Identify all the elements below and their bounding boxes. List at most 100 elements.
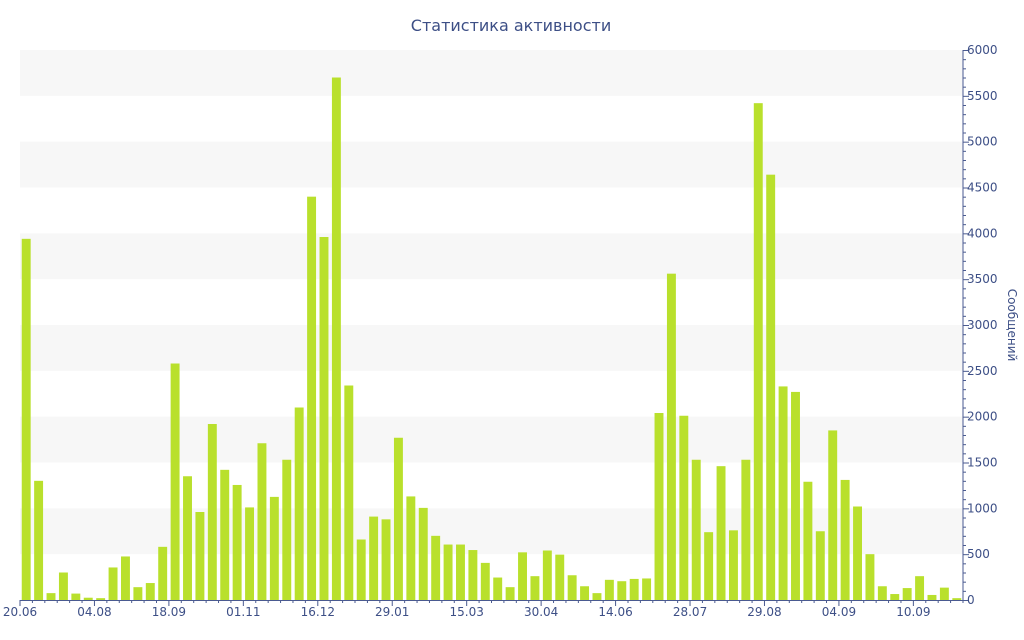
x-tick-label: 20.06 xyxy=(3,605,37,619)
bar[interactable] xyxy=(183,476,192,600)
y-tick-label: 1000 xyxy=(967,501,998,515)
bar[interactable] xyxy=(133,587,143,600)
bar[interactable] xyxy=(679,415,689,600)
x-tick-label: 30.04 xyxy=(524,605,558,619)
bar[interactable] xyxy=(791,391,800,600)
bar[interactable] xyxy=(443,544,453,600)
bar[interactable] xyxy=(282,459,292,600)
bar[interactable] xyxy=(245,507,255,600)
bar[interactable] xyxy=(406,496,416,600)
bar[interactable] xyxy=(840,479,850,600)
bar[interactable] xyxy=(46,593,56,601)
bar[interactable] xyxy=(815,531,825,600)
bar[interactable] xyxy=(294,407,304,601)
bar[interactable] xyxy=(207,424,217,600)
bar[interactable] xyxy=(158,546,168,600)
x-tick-label: 18.09 xyxy=(152,605,186,619)
bar[interactable] xyxy=(666,273,676,600)
bar[interactable] xyxy=(381,519,391,600)
bar[interactable] xyxy=(877,586,887,600)
bar[interactable] xyxy=(927,594,937,600)
bar[interactable] xyxy=(741,459,751,600)
bar[interactable] xyxy=(170,363,180,601)
bar[interactable] xyxy=(530,576,540,600)
bar[interactable] xyxy=(518,552,527,600)
bar[interactable] xyxy=(369,516,379,600)
y-axis-title: Сообщений xyxy=(1005,289,1019,362)
x-axis: 20.06 04.08 18.09 01.11 16.12 29.01 15.03 30.04… xyxy=(3,600,964,619)
bar[interactable] xyxy=(828,430,838,600)
y-tick-label: 3500 xyxy=(967,272,998,286)
bar[interactable] xyxy=(902,588,912,600)
bar[interactable] xyxy=(356,539,366,601)
bar[interactable] xyxy=(629,578,639,600)
bar[interactable] xyxy=(691,459,701,600)
grid-band xyxy=(20,141,963,188)
x-tick-label: 29.01 xyxy=(375,605,409,619)
bar[interactable] xyxy=(195,512,205,600)
bar[interactable] xyxy=(753,103,763,601)
bar[interactable] xyxy=(803,481,813,600)
bar[interactable] xyxy=(716,466,726,600)
bar[interactable] xyxy=(915,576,925,600)
bar[interactable] xyxy=(939,587,949,601)
bar[interactable] xyxy=(393,437,403,600)
bar[interactable] xyxy=(145,583,155,600)
x-tick-label: 01.11 xyxy=(226,605,260,619)
bar[interactable] xyxy=(853,506,862,601)
bar[interactable] xyxy=(778,386,788,600)
bar[interactable] xyxy=(505,587,515,600)
bar[interactable] xyxy=(319,237,329,600)
grid-band xyxy=(20,233,963,280)
bar[interactable] xyxy=(642,578,652,600)
bar[interactable] xyxy=(542,550,552,601)
bar[interactable] xyxy=(83,597,93,600)
bar[interactable] xyxy=(654,413,664,600)
bar[interactable] xyxy=(307,196,317,601)
bar[interactable] xyxy=(704,532,714,600)
x-tick-label: 15.03 xyxy=(450,605,484,619)
bar[interactable] xyxy=(257,443,267,600)
x-tick-label: 10.09 xyxy=(896,605,930,619)
bar[interactable] xyxy=(21,238,31,600)
bar[interactable] xyxy=(344,385,354,601)
bar[interactable] xyxy=(580,586,590,600)
bar[interactable] xyxy=(121,556,130,600)
bar[interactable] xyxy=(108,567,118,600)
bar[interactable] xyxy=(269,496,279,601)
bar[interactable] xyxy=(766,174,776,601)
bar[interactable] xyxy=(96,598,106,600)
y-axis: 0 500 1000 1500 2000 2500 3000 3500 4000 4500 5000… xyxy=(962,43,998,607)
bar[interactable] xyxy=(331,77,341,601)
bar[interactable] xyxy=(567,575,577,600)
grid-band xyxy=(20,325,963,371)
bar[interactable] xyxy=(480,562,490,601)
bar[interactable] xyxy=(232,484,242,600)
grid-band xyxy=(20,50,963,96)
bar[interactable] xyxy=(728,530,738,600)
bar[interactable] xyxy=(71,593,81,600)
bar[interactable] xyxy=(617,581,627,600)
bar[interactable] xyxy=(952,598,962,600)
y-tick-label: 500 xyxy=(967,547,990,561)
y-tick-label: 6000 xyxy=(967,43,998,57)
bar[interactable] xyxy=(890,594,900,600)
x-tick-label: 04.08 xyxy=(77,605,111,619)
grid-bands xyxy=(20,50,963,555)
bar[interactable] xyxy=(58,572,68,601)
y-tick-label: 5500 xyxy=(967,89,998,103)
x-tick-label: 16.12 xyxy=(301,605,335,619)
bar[interactable] xyxy=(865,554,875,600)
bars-group xyxy=(21,77,962,601)
bar[interactable] xyxy=(34,480,44,600)
bar[interactable] xyxy=(456,544,465,600)
bar[interactable] xyxy=(592,593,602,601)
bar[interactable] xyxy=(418,507,428,601)
bar[interactable] xyxy=(468,550,478,600)
bar[interactable] xyxy=(220,469,230,600)
bar[interactable] xyxy=(493,577,503,600)
bar[interactable] xyxy=(604,579,614,600)
bar[interactable] xyxy=(431,535,441,600)
bar[interactable] xyxy=(555,554,565,601)
